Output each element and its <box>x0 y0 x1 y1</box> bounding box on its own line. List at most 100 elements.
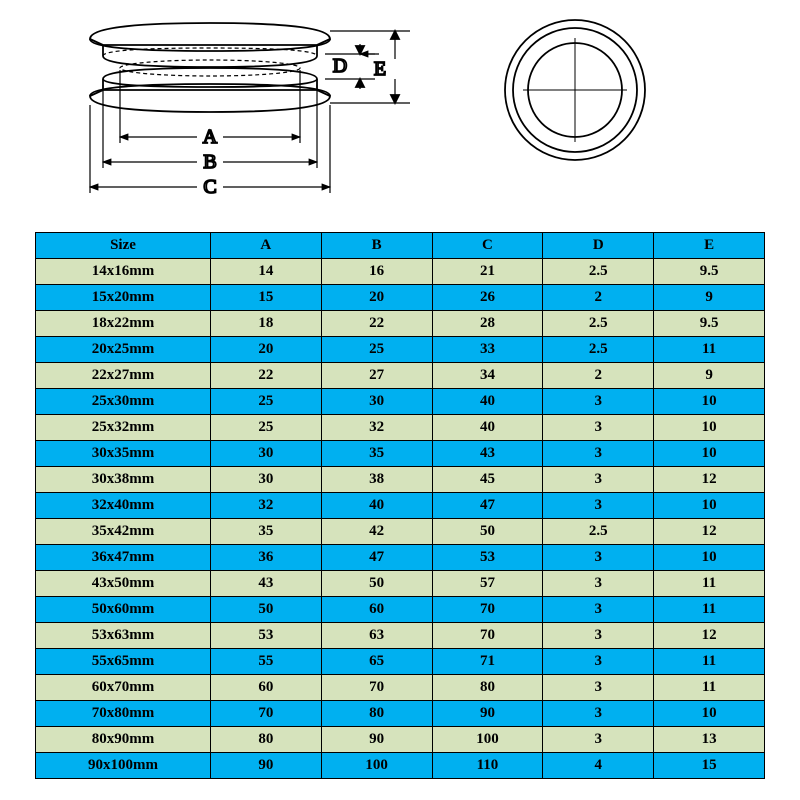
table-row: 15x20mm15202629 <box>36 285 765 311</box>
size-cell: 30x38mm <box>36 467 211 493</box>
table-row: 55x65mm556571311 <box>36 649 765 675</box>
value-cell: 11 <box>654 649 765 675</box>
value-cell: 16 <box>321 259 432 285</box>
size-cell: 15x20mm <box>36 285 211 311</box>
value-cell: 10 <box>654 545 765 571</box>
value-cell: 11 <box>654 597 765 623</box>
value-cell: 60 <box>321 597 432 623</box>
table-row: 20x25mm2025332.511 <box>36 337 765 363</box>
value-cell: 71 <box>432 649 543 675</box>
size-cell: 36x47mm <box>36 545 211 571</box>
value-cell: 9.5 <box>654 311 765 337</box>
value-cell: 25 <box>321 337 432 363</box>
value-cell: 3 <box>543 727 654 753</box>
value-cell: 43 <box>432 441 543 467</box>
size-cell: 25x32mm <box>36 415 211 441</box>
dim-label-e: E <box>374 58 386 80</box>
value-cell: 90 <box>432 701 543 727</box>
value-cell: 3 <box>543 649 654 675</box>
table-row: 22x27mm22273429 <box>36 363 765 389</box>
table-row: 30x38mm303845312 <box>36 467 765 493</box>
value-cell: 3 <box>543 675 654 701</box>
value-cell: 12 <box>654 623 765 649</box>
value-cell: 33 <box>432 337 543 363</box>
value-cell: 3 <box>543 545 654 571</box>
value-cell: 70 <box>321 675 432 701</box>
table-row: 18x22mm1822282.59.5 <box>36 311 765 337</box>
table-row: 50x60mm506070311 <box>36 597 765 623</box>
value-cell: 10 <box>654 415 765 441</box>
value-cell: 25 <box>210 415 321 441</box>
value-cell: 100 <box>432 727 543 753</box>
value-cell: 27 <box>321 363 432 389</box>
column-header: B <box>321 233 432 259</box>
size-cell: 53x63mm <box>36 623 211 649</box>
value-cell: 30 <box>210 467 321 493</box>
value-cell: 40 <box>321 493 432 519</box>
size-cell: 18x22mm <box>36 311 211 337</box>
value-cell: 4 <box>543 753 654 779</box>
dim-label-d: D <box>333 55 347 77</box>
table-row: 60x70mm607080311 <box>36 675 765 701</box>
value-cell: 3 <box>543 493 654 519</box>
value-cell: 10 <box>654 389 765 415</box>
value-cell: 9 <box>654 285 765 311</box>
size-cell: 70x80mm <box>36 701 211 727</box>
column-header: D <box>543 233 654 259</box>
value-cell: 53 <box>210 623 321 649</box>
value-cell: 15 <box>210 285 321 311</box>
table-body: 14x16mm1416212.59.515x20mm1520262918x22m… <box>36 259 765 779</box>
value-cell: 50 <box>432 519 543 545</box>
value-cell: 50 <box>321 571 432 597</box>
table-row: 30x35mm303543310 <box>36 441 765 467</box>
value-cell: 90 <box>210 753 321 779</box>
value-cell: 14 <box>210 259 321 285</box>
value-cell: 2.5 <box>543 519 654 545</box>
value-cell: 32 <box>210 493 321 519</box>
value-cell: 10 <box>654 441 765 467</box>
value-cell: 22 <box>210 363 321 389</box>
value-cell: 28 <box>432 311 543 337</box>
value-cell: 3 <box>543 389 654 415</box>
grommet-diagram-svg: A B C D <box>35 15 765 220</box>
value-cell: 100 <box>321 753 432 779</box>
table-row: 25x30mm253040310 <box>36 389 765 415</box>
value-cell: 21 <box>432 259 543 285</box>
value-cell: 13 <box>654 727 765 753</box>
value-cell: 65 <box>321 649 432 675</box>
table-row: 53x63mm536370312 <box>36 623 765 649</box>
value-cell: 45 <box>432 467 543 493</box>
value-cell: 10 <box>654 493 765 519</box>
value-cell: 80 <box>321 701 432 727</box>
value-cell: 3 <box>543 441 654 467</box>
value-cell: 22 <box>321 311 432 337</box>
value-cell: 70 <box>432 623 543 649</box>
value-cell: 2 <box>543 285 654 311</box>
size-table-container: SizeABCDE 14x16mm1416212.59.515x20mm1520… <box>35 232 765 779</box>
value-cell: 9 <box>654 363 765 389</box>
dim-label-c: C <box>203 176 216 198</box>
value-cell: 80 <box>432 675 543 701</box>
value-cell: 90 <box>321 727 432 753</box>
value-cell: 30 <box>321 389 432 415</box>
value-cell: 35 <box>210 519 321 545</box>
value-cell: 110 <box>432 753 543 779</box>
value-cell: 42 <box>321 519 432 545</box>
value-cell: 38 <box>321 467 432 493</box>
value-cell: 9.5 <box>654 259 765 285</box>
value-cell: 25 <box>210 389 321 415</box>
value-cell: 20 <box>210 337 321 363</box>
size-cell: 35x42mm <box>36 519 211 545</box>
value-cell: 11 <box>654 571 765 597</box>
table-header: SizeABCDE <box>36 233 765 259</box>
technical-diagram: A B C D <box>35 15 765 220</box>
value-cell: 50 <box>210 597 321 623</box>
value-cell: 40 <box>432 415 543 441</box>
dim-label-a: A <box>203 126 218 148</box>
value-cell: 12 <box>654 467 765 493</box>
dim-label-b: B <box>203 151 216 173</box>
grommet-side-view: A B C D <box>90 23 410 198</box>
value-cell: 11 <box>654 337 765 363</box>
column-header: Size <box>36 233 211 259</box>
value-cell: 12 <box>654 519 765 545</box>
